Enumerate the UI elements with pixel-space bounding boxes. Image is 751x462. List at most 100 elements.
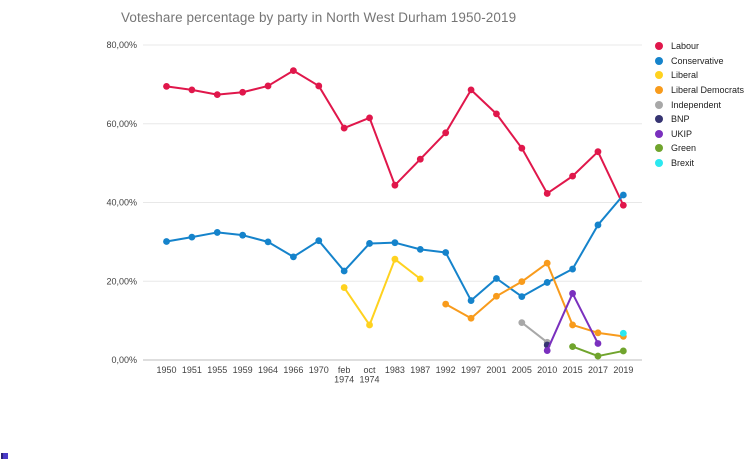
- x-axis-tick-label: 2019: [613, 365, 633, 375]
- x-axis-tick-label: 1970: [309, 365, 329, 375]
- data-point-conservative-1959: [239, 231, 247, 239]
- data-point-conservative-1951: [188, 233, 196, 241]
- data-point-labour-2019: [619, 201, 627, 209]
- data-point-conservative-1966: [290, 253, 297, 261]
- data-point-labour-2017: [594, 148, 602, 156]
- data-point-liberal-democrats-2017: [594, 329, 602, 337]
- legend-item-conservative: Conservative: [655, 54, 744, 69]
- legend-swatch-liberal-democrats-icon: [655, 86, 663, 95]
- legend-swatch-conservative-icon: [655, 56, 663, 65]
- data-point-conservative-2005: [518, 293, 526, 301]
- data-point-labour-1983: [391, 181, 399, 189]
- y-axis-tick-label: 40,00%: [106, 198, 137, 208]
- x-axis-tick-label: 1997: [461, 365, 481, 375]
- data-point-labour-1950: [163, 82, 170, 90]
- data-point-labour-1997: [467, 86, 475, 94]
- x-axis-tick-label: feb 1974: [334, 365, 354, 385]
- legend-label: Labour: [671, 41, 700, 52]
- data-point-conservative-2019: [619, 191, 627, 199]
- legend-label: Conservative: [671, 55, 724, 66]
- data-point-liberal-democrats-2005: [518, 278, 526, 286]
- data-point-liberal-1983: [391, 255, 399, 263]
- data-point-labour-1966: [290, 67, 297, 74]
- data-point-ukip-2015: [569, 290, 576, 297]
- cursor-artifact: [1, 453, 8, 459]
- data-point-labour-2005: [518, 144, 526, 152]
- data-point-conservative-feb-1974: [340, 267, 348, 275]
- legend-item-liberal-democrats: Liberal Democrats: [655, 83, 744, 98]
- legend-label: Brexit: [671, 158, 695, 169]
- data-point-labour-1955: [213, 91, 221, 99]
- data-point-liberal-democrats-2010: [543, 259, 551, 267]
- x-axis-tick-label: 2010: [537, 365, 557, 375]
- y-axis-tick-label: 0,00%: [111, 355, 137, 365]
- data-point-liberal-democrats-1992: [442, 300, 450, 308]
- data-point-conservative-1983: [391, 239, 399, 247]
- y-axis-tick-label: 80,00%: [106, 40, 137, 50]
- data-point-labour-1959: [239, 88, 247, 96]
- x-axis-tick-label: 2015: [563, 365, 583, 375]
- legend-swatch-green-icon: [655, 144, 663, 153]
- data-point-conservative-1992: [442, 249, 450, 256]
- data-point-liberal-1987: [416, 275, 424, 283]
- series-line-liberal: [343, 258, 422, 326]
- series-line-liberal-democrats: [444, 262, 625, 338]
- x-axis-tick-label: 2017: [588, 365, 608, 375]
- legend-swatch-independent-icon: [655, 100, 663, 109]
- data-point-conservative-2001: [493, 275, 500, 282]
- legend-label: BNP: [671, 114, 690, 125]
- data-point-ukip-2010: [543, 347, 551, 354]
- data-point-conservative-1955: [213, 229, 221, 236]
- data-point-independent-2005: [518, 319, 526, 326]
- y-axis-tick-label: 20,00%: [106, 276, 137, 286]
- data-point-conservative-1997: [467, 297, 475, 304]
- data-point-conservative-2017: [594, 221, 602, 229]
- legend-item-bnp: BNP: [655, 112, 744, 127]
- data-point-labour-2015: [569, 172, 576, 180]
- data-point-conservative-2015: [569, 265, 576, 273]
- data-point-conservative-1964: [264, 238, 272, 246]
- x-axis-tick-label: 1966: [283, 365, 303, 375]
- data-point-labour-1992: [442, 129, 450, 137]
- x-axis-tick-label: 1955: [207, 365, 227, 375]
- x-axis-tick-label: 1987: [410, 365, 430, 375]
- data-point-conservative-oct-1974: [366, 240, 373, 247]
- series-line-independent: [520, 321, 549, 344]
- legend-item-ukip: UKIP: [655, 127, 744, 142]
- data-point-liberal-oct-1974: [366, 321, 373, 329]
- x-axis-tick-label: 1951: [182, 365, 202, 375]
- data-point-conservative-2010: [543, 279, 551, 286]
- legend-label: Green: [671, 143, 697, 154]
- x-axis-tick-label: oct 1974: [360, 365, 380, 385]
- data-point-green-2015: [569, 343, 576, 351]
- data-point-labour-oct-1974: [366, 114, 373, 122]
- chart-legend: Labour Conservative Liberal Liberal Democra…: [655, 39, 744, 170]
- legend-label: UKIP: [671, 128, 693, 139]
- legend-label: Liberal Democrats: [671, 85, 745, 96]
- series-line-conservative: [165, 194, 625, 302]
- data-point-labour-feb-1974: [340, 124, 348, 132]
- legend-swatch-labour-icon: [655, 42, 663, 51]
- legend-item-labour: Labour: [655, 39, 744, 54]
- chart-title: Voteshare percentage by party in North W…: [121, 10, 517, 25]
- legend-swatch-brexit-icon: [655, 159, 663, 168]
- data-point-labour-2010: [543, 190, 551, 197]
- x-axis-tick-label: 1959: [233, 365, 253, 375]
- legend-swatch-ukip-icon: [655, 129, 663, 138]
- legend-item-independent: Independent: [655, 97, 744, 112]
- x-axis-tick-label: 2001: [486, 365, 506, 375]
- legend-label: Independent: [671, 99, 722, 110]
- data-point-ukip-2017: [594, 340, 602, 347]
- legend-item-brexit: Brexit: [655, 156, 744, 171]
- y-axis-tick-label: 60,00%: [106, 119, 137, 129]
- data-point-labour-1964: [264, 82, 272, 90]
- legend-swatch-bnp-icon: [655, 115, 663, 124]
- data-point-conservative-1970: [315, 237, 323, 245]
- data-point-labour-1951: [188, 86, 196, 94]
- data-point-conservative-1987: [416, 245, 424, 253]
- x-axis-tick-label: 1983: [385, 365, 405, 375]
- legend-item-liberal: Liberal: [655, 68, 744, 83]
- x-axis-tick-label: 1950: [156, 365, 176, 375]
